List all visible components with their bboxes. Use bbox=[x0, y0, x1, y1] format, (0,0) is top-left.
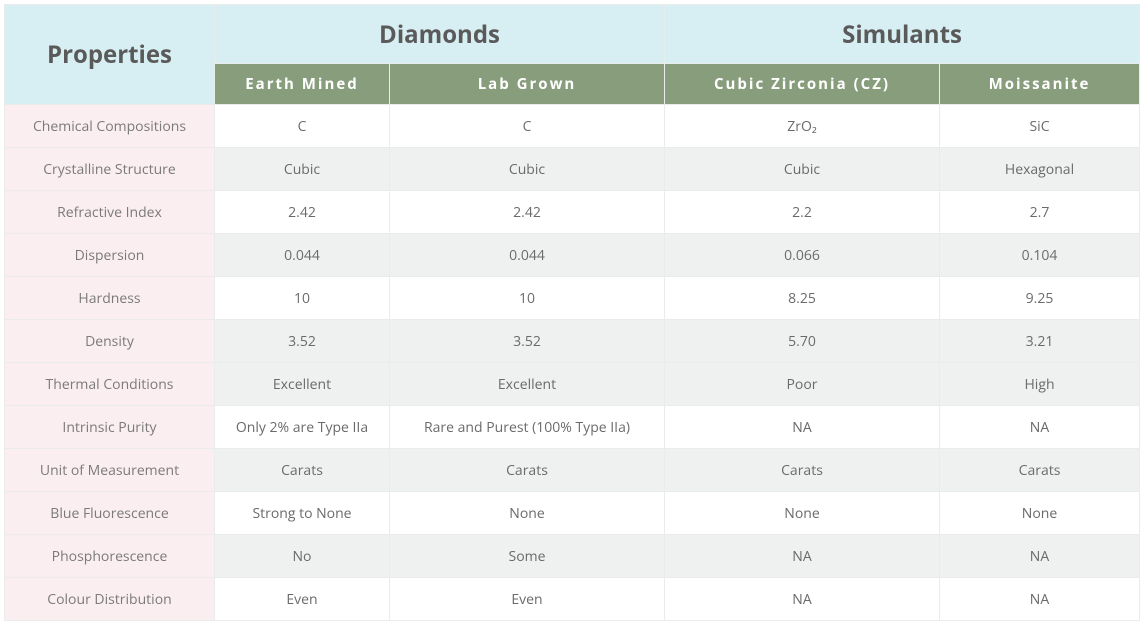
cell-lab-grown: 3.52 bbox=[390, 320, 665, 363]
subheader-moissanite: Moissanite bbox=[940, 64, 1140, 105]
cell-cz: NA bbox=[665, 406, 940, 449]
cell-earth-mined: Even bbox=[215, 578, 390, 621]
cell-moissanite: NA bbox=[940, 406, 1140, 449]
cell-cz: Cubic bbox=[665, 148, 940, 191]
property-name: Crystalline Structure bbox=[5, 148, 215, 191]
cell-cz: Poor bbox=[665, 363, 940, 406]
cell-moissanite: High bbox=[940, 363, 1140, 406]
table-row: Hardness10108.259.25 bbox=[5, 277, 1140, 320]
cell-cz: NA bbox=[665, 578, 940, 621]
cell-moissanite: Hexagonal bbox=[940, 148, 1140, 191]
cell-moissanite: SiC bbox=[940, 105, 1140, 148]
cell-moissanite: 9.25 bbox=[940, 277, 1140, 320]
property-name: Unit of Measurement bbox=[5, 449, 215, 492]
cell-earth-mined: C bbox=[215, 105, 390, 148]
cell-lab-grown: None bbox=[390, 492, 665, 535]
cell-cz: 5.70 bbox=[665, 320, 940, 363]
comparison-table: Properties Diamonds Simulants Earth Mine… bbox=[4, 4, 1140, 621]
subheader-cz: Cubic Zirconia (CZ) bbox=[665, 64, 940, 105]
cell-earth-mined: 0.044 bbox=[215, 234, 390, 277]
cell-lab-grown: Excellent bbox=[390, 363, 665, 406]
table-row: Density3.523.525.703.21 bbox=[5, 320, 1140, 363]
cell-moissanite: None bbox=[940, 492, 1140, 535]
cell-lab-grown: 0.044 bbox=[390, 234, 665, 277]
property-name: Thermal Conditions bbox=[5, 363, 215, 406]
subheader-earth-mined: Earth Mined bbox=[215, 64, 390, 105]
cell-moissanite: 3.21 bbox=[940, 320, 1140, 363]
cell-cz: None bbox=[665, 492, 940, 535]
table-row: Chemical CompositionsCCZrO₂SiC bbox=[5, 105, 1140, 148]
header-simulants: Simulants bbox=[665, 5, 1140, 64]
property-name: Colour Distribution bbox=[5, 578, 215, 621]
cell-lab-grown: Even bbox=[390, 578, 665, 621]
cell-earth-mined: No bbox=[215, 535, 390, 578]
property-name: Blue Fluorescence bbox=[5, 492, 215, 535]
cell-cz: 8.25 bbox=[665, 277, 940, 320]
cell-earth-mined: 3.52 bbox=[215, 320, 390, 363]
cell-earth-mined: Cubic bbox=[215, 148, 390, 191]
cell-cz: 2.2 bbox=[665, 191, 940, 234]
property-name: Refractive Index bbox=[5, 191, 215, 234]
table-row: Intrinsic PurityOnly 2% are Type IIaRare… bbox=[5, 406, 1140, 449]
property-name: Phosphorescence bbox=[5, 535, 215, 578]
cell-earth-mined: Carats bbox=[215, 449, 390, 492]
cell-cz: Carats bbox=[665, 449, 940, 492]
cell-moissanite: 0.104 bbox=[940, 234, 1140, 277]
cell-lab-grown: 10 bbox=[390, 277, 665, 320]
cell-moissanite: NA bbox=[940, 578, 1140, 621]
cell-lab-grown: 2.42 bbox=[390, 191, 665, 234]
cell-moissanite: 2.7 bbox=[940, 191, 1140, 234]
property-name: Density bbox=[5, 320, 215, 363]
table-row: Colour DistributionEvenEvenNANA bbox=[5, 578, 1140, 621]
table-row: Dispersion0.0440.0440.0660.104 bbox=[5, 234, 1140, 277]
cell-lab-grown: Rare and Purest (100% Type IIa) bbox=[390, 406, 665, 449]
cell-lab-grown: Carats bbox=[390, 449, 665, 492]
cell-lab-grown: C bbox=[390, 105, 665, 148]
cell-earth-mined: Only 2% are Type IIa bbox=[215, 406, 390, 449]
cell-moissanite: Carats bbox=[940, 449, 1140, 492]
cell-moissanite: NA bbox=[940, 535, 1140, 578]
header-row-top: Properties Diamonds Simulants bbox=[5, 5, 1140, 64]
cell-cz: NA bbox=[665, 535, 940, 578]
property-name: Hardness bbox=[5, 277, 215, 320]
table-row: Refractive Index2.422.422.22.7 bbox=[5, 191, 1140, 234]
header-properties: Properties bbox=[5, 5, 215, 105]
table-body: Chemical CompositionsCCZrO₂SiCCrystallin… bbox=[5, 105, 1140, 621]
table-row: Unit of MeasurementCaratsCaratsCaratsCar… bbox=[5, 449, 1140, 492]
cell-earth-mined: Excellent bbox=[215, 363, 390, 406]
cell-earth-mined: 10 bbox=[215, 277, 390, 320]
property-name: Dispersion bbox=[5, 234, 215, 277]
property-name: Intrinsic Purity bbox=[5, 406, 215, 449]
table-row: Blue FluorescenceStrong to NoneNoneNoneN… bbox=[5, 492, 1140, 535]
cell-earth-mined: Strong to None bbox=[215, 492, 390, 535]
cell-earth-mined: 2.42 bbox=[215, 191, 390, 234]
table-row: Crystalline StructureCubicCubicCubicHexa… bbox=[5, 148, 1140, 191]
subheader-lab-grown: Lab Grown bbox=[390, 64, 665, 105]
table-row: Thermal ConditionsExcellentExcellentPoor… bbox=[5, 363, 1140, 406]
property-name: Chemical Compositions bbox=[5, 105, 215, 148]
cell-cz: ZrO₂ bbox=[665, 105, 940, 148]
cell-lab-grown: Cubic bbox=[390, 148, 665, 191]
cell-cz: 0.066 bbox=[665, 234, 940, 277]
cell-lab-grown: Some bbox=[390, 535, 665, 578]
table-row: PhosphorescenceNoSomeNANA bbox=[5, 535, 1140, 578]
header-diamonds: Diamonds bbox=[215, 5, 665, 64]
